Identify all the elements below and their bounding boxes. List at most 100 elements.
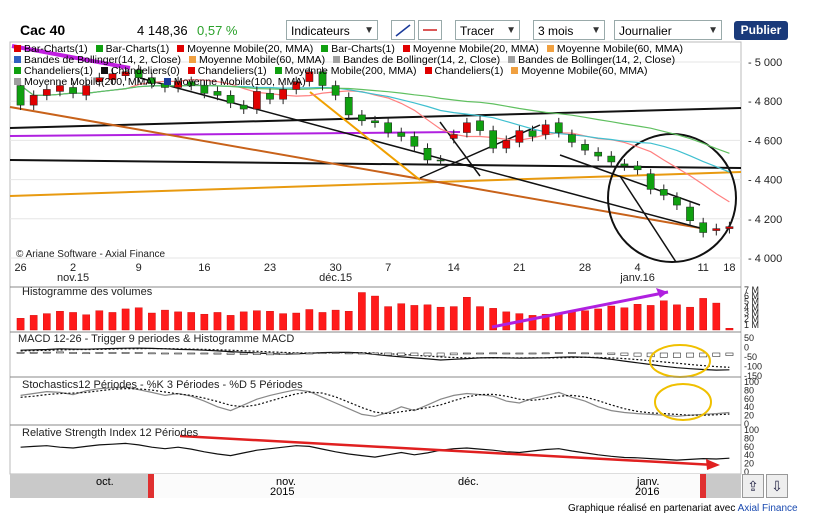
y-tick-label: - 5 000	[748, 57, 782, 69]
macd-histogram-bar	[252, 352, 261, 355]
zoom-out-button[interactable]: ⇩	[766, 474, 788, 498]
macd-histogram-bar	[436, 352, 445, 357]
candle-body	[581, 144, 589, 151]
x-tick-label: 11	[697, 262, 708, 274]
candle-body	[226, 95, 235, 104]
volume-bar	[528, 315, 537, 331]
line-tool-icon	[395, 24, 411, 37]
candle-body	[607, 155, 616, 163]
macd-histogram-bar	[82, 352, 91, 355]
legend-label: Moyenne Mobile(20, MMA)	[412, 43, 539, 55]
macd-histogram-bar	[174, 352, 183, 355]
chevron-down-icon: ▼	[708, 25, 718, 36]
footer-link[interactable]: Axial Finance	[737, 503, 798, 514]
candle-body	[594, 151, 603, 157]
legend-swatch	[100, 67, 108, 74]
legend-label: Bar-Charts(1)	[105, 43, 170, 55]
volume-bar	[161, 309, 169, 331]
legend-item: Moyenne Mobile(200, MMA)	[14, 76, 156, 88]
trend-line-purple	[9, 131, 461, 137]
macd-histogram-bar	[292, 352, 301, 355]
trend-line-brown	[9, 106, 701, 229]
candle-body	[42, 89, 51, 96]
interval-select[interactable]: Journalier ▼	[614, 20, 722, 40]
legend-item: Bandes de Bollinger(14, 2, Close)	[508, 54, 675, 66]
legend-swatch	[546, 45, 554, 52]
macd-histogram-bar	[16, 351, 25, 354]
highlight-circle	[607, 133, 737, 263]
stoch-k-line	[20, 386, 730, 417]
macd-tick-label: 50	[744, 333, 754, 343]
candle-body	[147, 77, 156, 84]
legend-item: Moyenne Mobile(60, MMA)	[189, 54, 325, 66]
navigator-selection[interactable]	[148, 474, 706, 498]
candle-body	[69, 87, 77, 94]
stoch-tick-label: 20	[744, 411, 754, 421]
volume-bar	[253, 310, 261, 331]
candle-body	[646, 173, 655, 190]
time-navigator[interactable]: oct. nov. 2015 déc. janv. 2016	[10, 474, 741, 498]
candle-body	[725, 226, 734, 229]
macd-histogram-bar	[397, 352, 406, 356]
macd-histogram-bar	[213, 352, 222, 355]
volume-bar	[292, 312, 301, 331]
footer-text: Graphique réalisé en partenariat avec	[568, 503, 736, 514]
nav-year-2015: 2015	[270, 486, 295, 498]
indicators-dropdown[interactable]: Indicateurs ▼	[286, 20, 378, 40]
volume-bar	[305, 309, 314, 331]
arrowhead-icon	[656, 288, 668, 298]
chevron-down-icon: ▼	[506, 25, 516, 36]
candle-body	[633, 165, 642, 171]
legend-label: Bandes de Bollinger(14, 2, Close)	[24, 54, 182, 66]
legend-swatch	[14, 78, 21, 85]
candle-body	[371, 120, 379, 124]
candle-body	[410, 136, 419, 147]
legend-item: Moyenne Mobile(60, MMA)	[511, 65, 647, 77]
volume-bar	[646, 305, 655, 331]
draw-hline-tool-button[interactable]	[418, 20, 442, 40]
nav-month-dec: déc.	[458, 476, 479, 488]
legend-swatch	[424, 67, 432, 74]
volume-bars: 7 M6 M5 M4 M3 M2 M1 M	[16, 285, 759, 331]
legend-item: Bandes de Bollinger(14, 2, Close)	[14, 54, 181, 66]
legend-label: Chandeliers(0)	[110, 65, 180, 77]
legend-swatch	[333, 56, 341, 63]
macd-histogram-bar	[56, 351, 64, 354]
macd-histogram-bar	[541, 352, 550, 355]
publish-button[interactable]: Publier	[734, 21, 788, 40]
macd-histogram-bar	[620, 352, 629, 356]
legend-label: Bar-Charts(1)	[331, 43, 395, 55]
volume-bar	[568, 311, 576, 331]
volume-tick-label: 2 M	[744, 314, 759, 324]
macd-histogram-bar	[712, 352, 721, 357]
rsi-trend-arrow	[179, 434, 716, 467]
volume-bar	[69, 312, 77, 331]
candle-body	[620, 163, 629, 167]
candle-body	[292, 81, 301, 90]
horizontal-line-icon	[423, 29, 437, 31]
candle-body	[134, 69, 143, 78]
candle-body	[528, 130, 537, 137]
draw-dropdown[interactable]: Tracer ▼	[455, 20, 520, 40]
support-line	[9, 159, 742, 169]
y-tick-label: - 4 800	[748, 96, 782, 108]
month-label: nov.15	[57, 272, 89, 284]
period-label: 3 mois	[538, 24, 574, 38]
candle-body	[384, 122, 392, 133]
zoom-in-button[interactable]: ⇪	[742, 474, 764, 498]
legend-label: Moyenne Mobile(60, MMA)	[199, 54, 326, 66]
legend-swatch	[95, 45, 103, 52]
period-select[interactable]: 3 mois ▼	[533, 20, 605, 40]
candle-body	[358, 114, 366, 122]
legend-item: Bar-Charts(1)	[321, 43, 395, 55]
volume-bar	[633, 304, 642, 331]
volume-bar	[331, 309, 340, 331]
candle-body	[174, 81, 182, 88]
volume-bar	[371, 295, 379, 331]
candle-body	[187, 81, 196, 86]
rsi-tick-label: 40	[744, 450, 754, 460]
draw-line-tool-button[interactable]	[391, 20, 415, 40]
macd-histogram-bar	[515, 352, 524, 355]
legend-item: Chandeliers(1)	[424, 65, 503, 77]
macd-histogram-bar	[633, 352, 642, 357]
